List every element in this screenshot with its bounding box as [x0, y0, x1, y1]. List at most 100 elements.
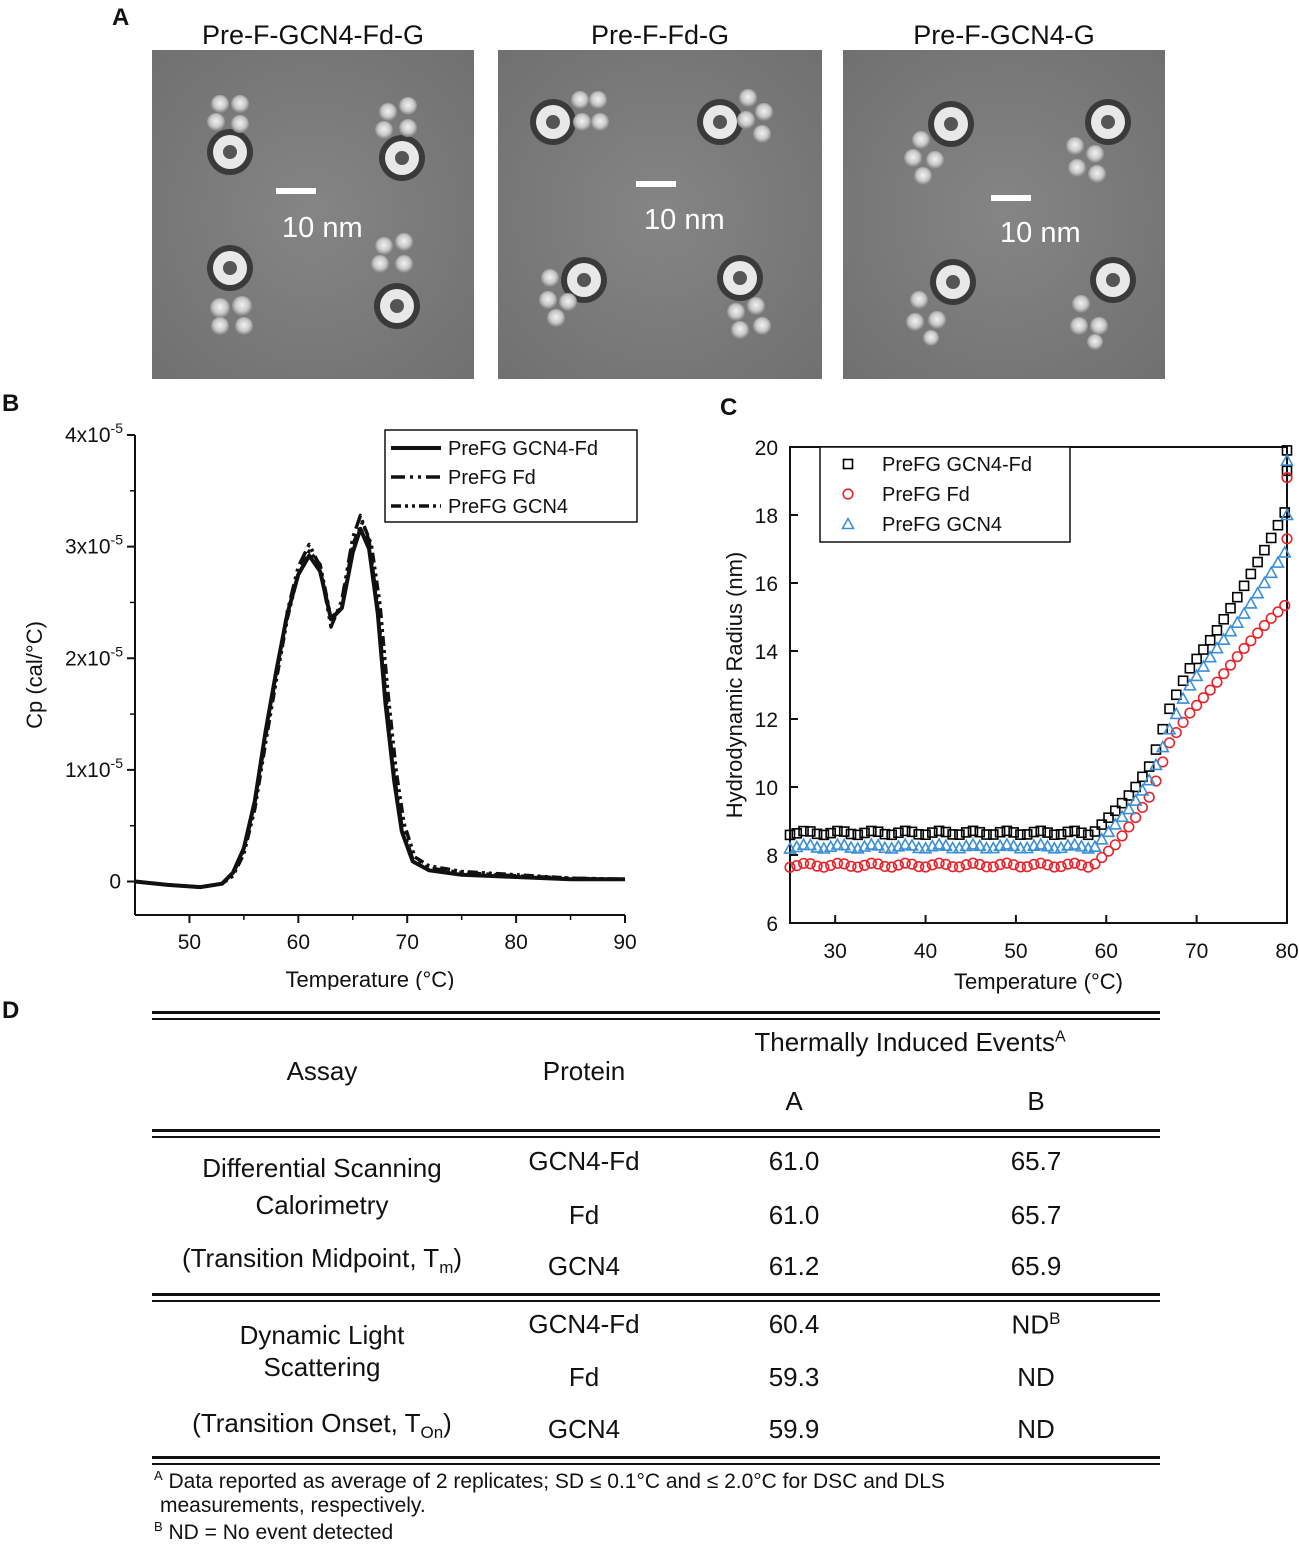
data-point [1231, 591, 1243, 603]
data-point [879, 860, 891, 873]
x-axis-label: Temperature (°C) [286, 967, 455, 990]
header-col-b: B [1027, 1086, 1045, 1116]
data-point [1210, 641, 1224, 654]
particle [371, 233, 420, 329]
data-point [798, 825, 809, 837]
data-point [1177, 675, 1189, 687]
series-line-2 [134, 513, 626, 889]
cell-b: 65.9 [1010, 1251, 1062, 1281]
data-point [803, 837, 818, 851]
data-point [953, 861, 966, 873]
data-point [1281, 465, 1293, 477]
data-point [784, 829, 796, 841]
data-point [791, 860, 803, 872]
data-point [1137, 771, 1148, 783]
data-point [1281, 533, 1293, 545]
data-point [1088, 839, 1102, 853]
data-point [1163, 737, 1176, 749]
footnote: B ND = No event detected [154, 1519, 394, 1544]
data-point [913, 860, 925, 873]
scale-bar [276, 188, 316, 194]
data-point [852, 861, 864, 873]
data-point [864, 837, 879, 850]
data-point [905, 838, 919, 851]
data-point [831, 857, 844, 869]
cell-a: 61.0 [768, 1200, 820, 1230]
cell-b: 65.7 [1010, 1146, 1062, 1176]
data-point [838, 826, 850, 837]
data-point [1001, 857, 1013, 869]
data-point [879, 828, 891, 840]
y-tick-label: 18 [755, 505, 778, 528]
data-point [832, 825, 843, 837]
data-point [872, 826, 884, 838]
data-point [1076, 827, 1087, 839]
cell-protein: GCN4-Fd [528, 1146, 640, 1176]
data-point [981, 829, 992, 840]
x-tick-label: 80 [1275, 940, 1298, 963]
data-point [933, 825, 945, 837]
data-point [1102, 845, 1115, 857]
em-image-gcn4-fd: 10 nm [152, 50, 474, 379]
data-point [1055, 860, 1067, 873]
data-point [791, 828, 803, 839]
data-point [967, 857, 979, 869]
x-tick-label: 70 [1185, 940, 1208, 963]
data-point [830, 837, 845, 850]
data-point [1252, 556, 1263, 568]
data-point [1008, 827, 1019, 838]
data-point [1035, 825, 1047, 837]
data-point [892, 859, 905, 871]
scale-bar [636, 181, 676, 187]
panel-letter-c: C [720, 394, 738, 421]
data-point [1082, 829, 1094, 841]
cell-a: 60.4 [768, 1309, 820, 1339]
header-assay: Assay [286, 1056, 358, 1086]
data-point [898, 837, 913, 850]
data-point [1001, 825, 1013, 837]
data-point [844, 840, 858, 853]
data-point [858, 859, 871, 871]
footnote: measurements, respectively. [160, 1494, 426, 1517]
y-tick-label: 12 [755, 709, 778, 732]
data-point [906, 826, 918, 838]
data-point [1101, 824, 1116, 838]
data-point [1150, 744, 1162, 755]
panel-letter-a: A [112, 4, 130, 31]
x-tick-label: 50 [1004, 940, 1027, 963]
data-point [825, 859, 837, 872]
particle [717, 255, 771, 339]
data-point [1033, 837, 1048, 850]
data-point [1075, 859, 1088, 871]
data-point [1252, 627, 1264, 639]
particle [375, 97, 425, 181]
data-point [1272, 606, 1284, 618]
data-point [987, 861, 999, 873]
legend-label: PreFG GCN4-Fd [448, 438, 598, 460]
data-point [1094, 832, 1109, 845]
data-point [926, 859, 938, 871]
cell-a: 61.0 [768, 1146, 820, 1176]
data-point [1259, 544, 1270, 556]
y-tick-label: 20 [755, 437, 778, 460]
data-point [920, 829, 931, 841]
cell-b: NDB [1011, 1309, 1061, 1340]
footnote: A Data reported as average of 2 replicat… [154, 1468, 945, 1493]
particle [906, 259, 976, 346]
data-point [1177, 716, 1189, 729]
cell-a: 59.3 [768, 1362, 820, 1392]
data-point [906, 858, 918, 870]
data-point [1196, 659, 1211, 672]
x-tick-label: 60 [287, 931, 310, 954]
data-point [979, 840, 994, 854]
data-point [1143, 791, 1155, 803]
data-point [1223, 624, 1238, 637]
x-tick-label: 80 [504, 931, 527, 954]
x-axis-label: Temperature (°C) [954, 969, 1123, 994]
data-point [966, 837, 980, 850]
data-point [859, 827, 870, 839]
data-point [974, 826, 986, 838]
data-point [1250, 586, 1265, 599]
header-events: Thermally Induced EventsA [754, 1027, 1066, 1057]
data-point [911, 840, 926, 854]
